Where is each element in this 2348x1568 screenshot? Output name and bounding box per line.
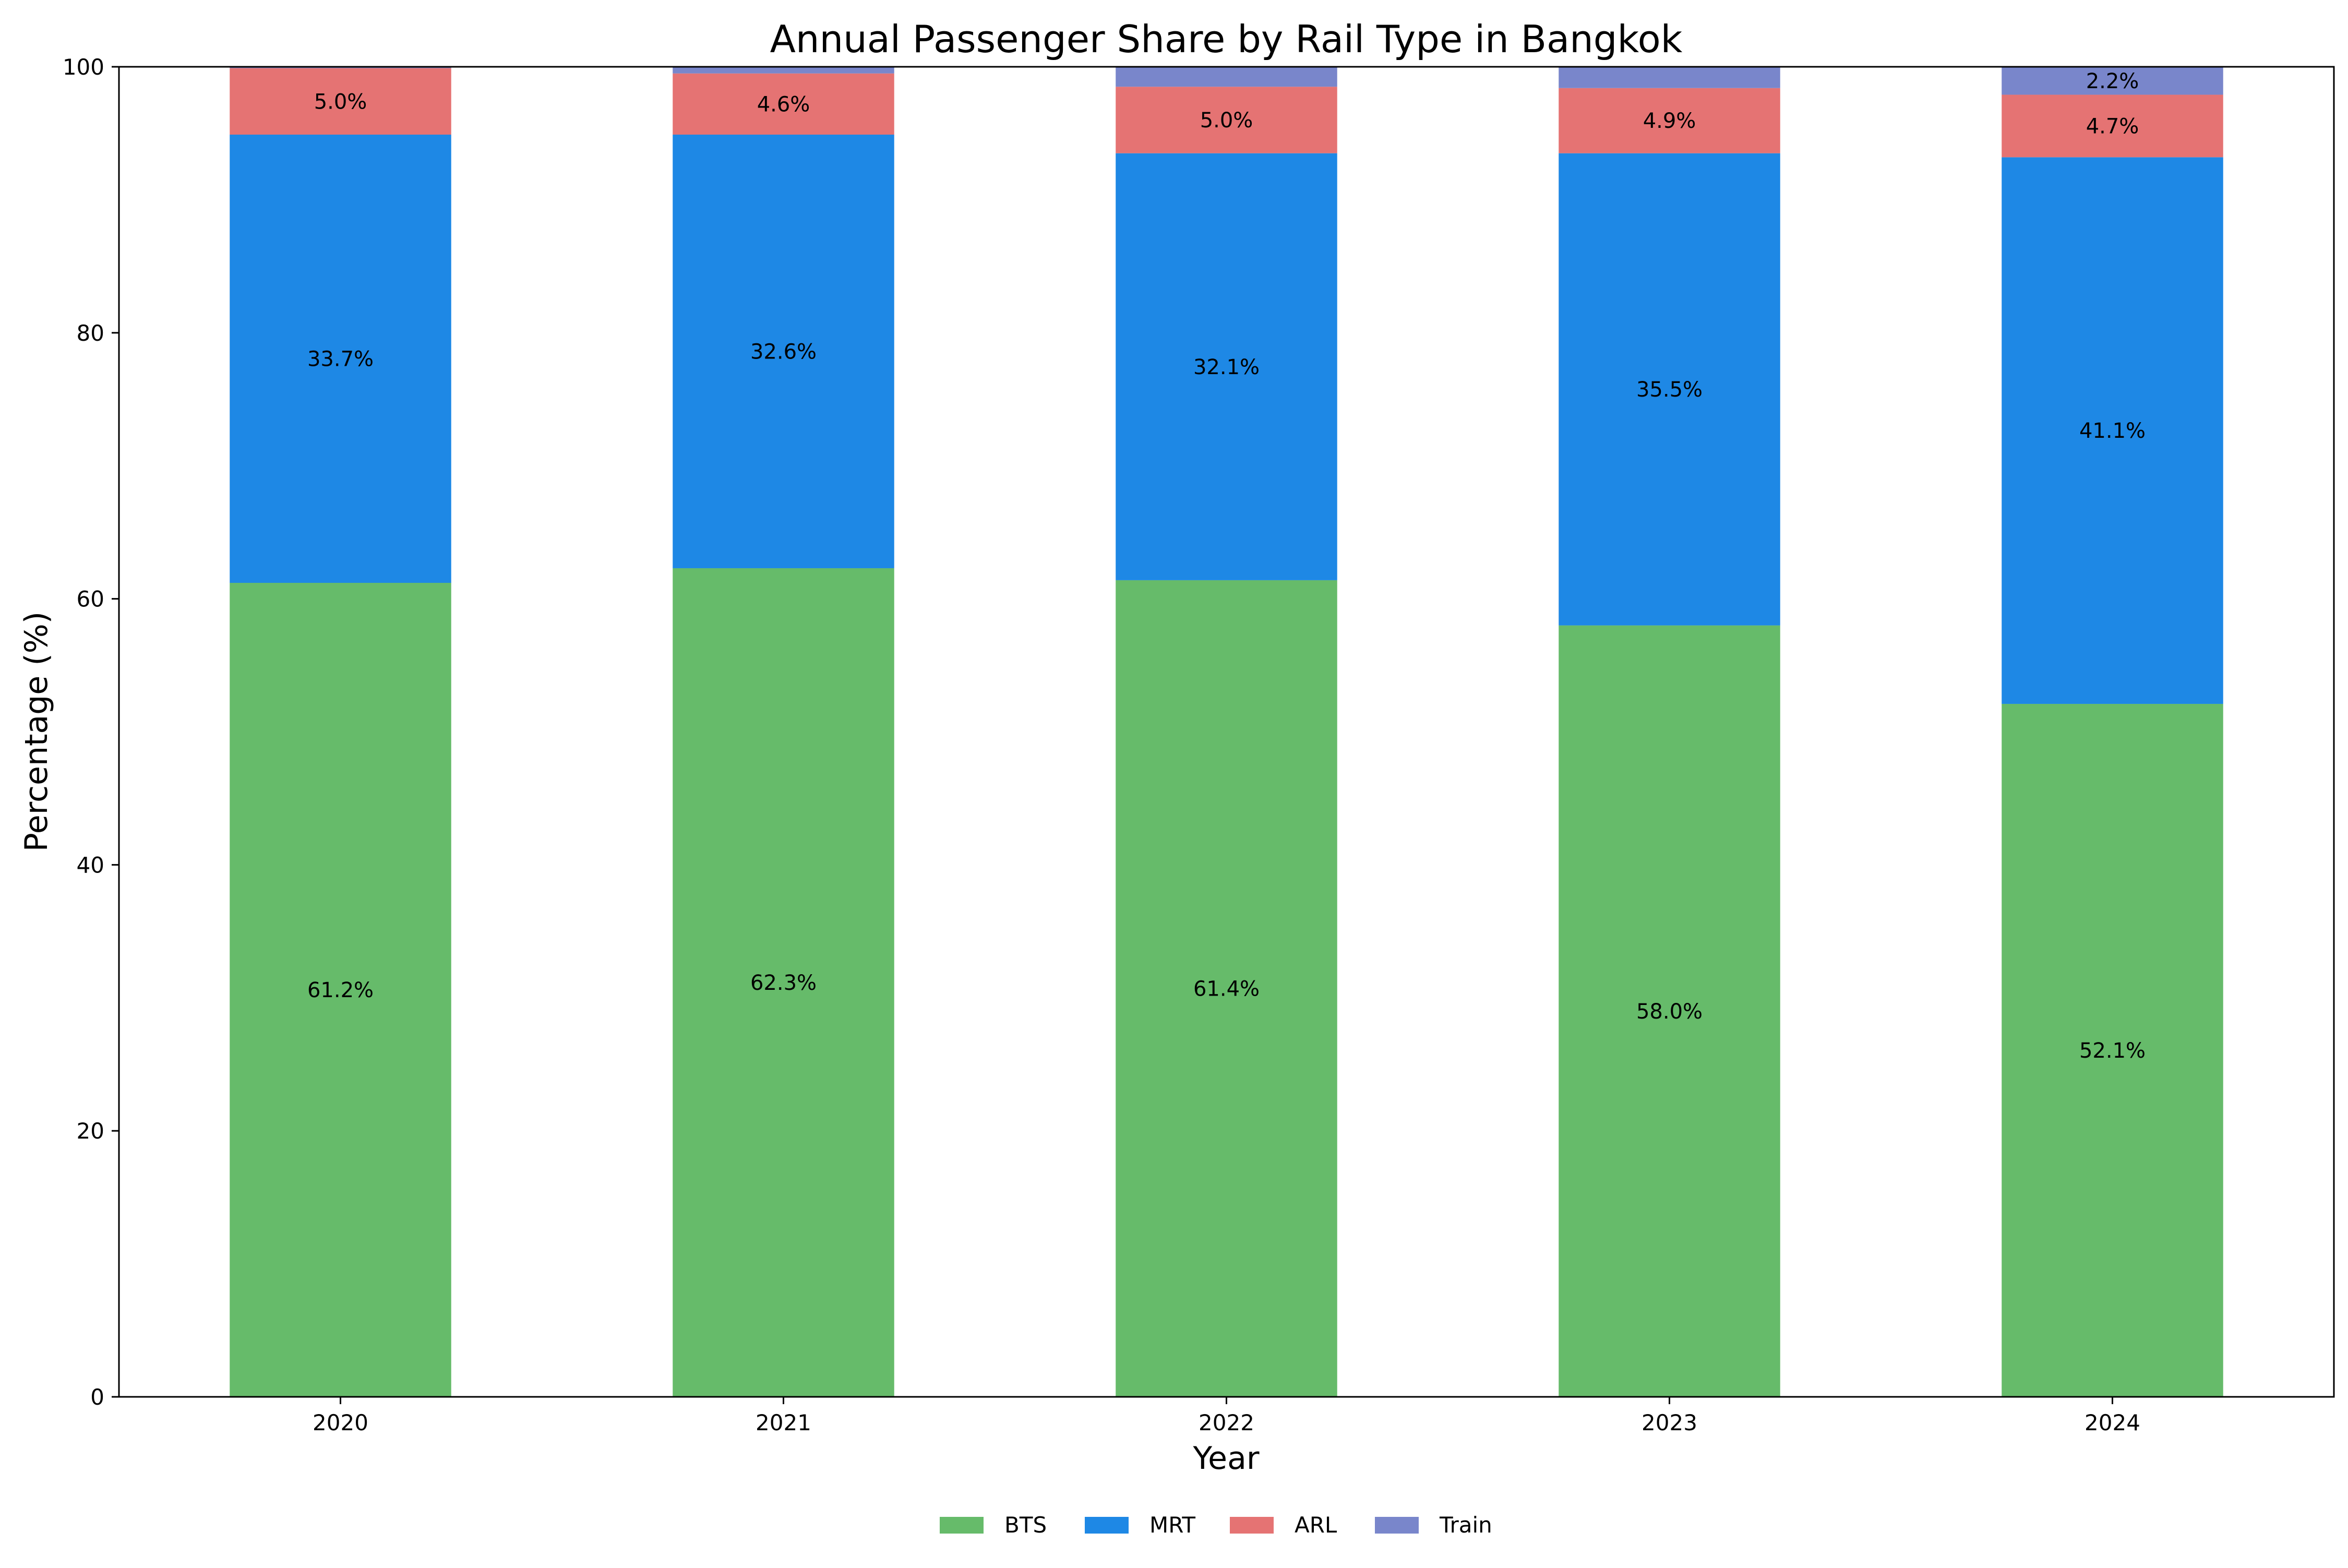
bar-segment-mrt-2021 <box>673 134 894 568</box>
y-tick-label: 60 <box>77 586 104 612</box>
legend-label-arl: ARL <box>1295 1512 1337 1538</box>
bar-segment-arl-2024 <box>2002 94 2223 158</box>
legend-item-train: Train <box>1375 1512 1492 1538</box>
y-tick-label: 80 <box>77 320 104 346</box>
bar-segment-train-2021 <box>673 67 894 74</box>
data-label-bts-2024: 52.1% <box>2079 1039 2146 1063</box>
bar-segment-arl-2023 <box>1559 88 1780 153</box>
legend-item-arl: ARL <box>1230 1512 1337 1538</box>
y-tick-label: 0 <box>90 1384 104 1410</box>
legend-label-train: Train <box>1439 1512 1492 1538</box>
bar-segment-arl-2020 <box>230 68 451 135</box>
chart-title: Annual Passenger Share by Rail Type in B… <box>770 17 1683 61</box>
legend-label-bts: BTS <box>1004 1512 1047 1538</box>
x-tick-label: 2023 <box>1642 1410 1697 1435</box>
bar-segment-mrt-2022 <box>1116 153 1337 580</box>
data-label-bts-2021: 62.3% <box>750 971 817 995</box>
legend-swatch-bts <box>940 1517 984 1534</box>
data-label-arl-2024: 4.7% <box>2086 114 2139 138</box>
x-tick-label: 2022 <box>1199 1410 1254 1435</box>
data-label-train-2024: 2.2% <box>2086 69 2139 93</box>
bars-layer <box>230 67 2223 1397</box>
legend-item-mrt: MRT <box>1085 1512 1195 1538</box>
data-label-mrt-2023: 35.5% <box>1636 378 1703 402</box>
data-label-bts-2020: 61.2% <box>307 978 374 1002</box>
bar-segment-bts-2023 <box>1559 625 1780 1397</box>
data-label-arl-2023: 4.9% <box>1643 109 1696 133</box>
data-label-bts-2022: 61.4% <box>1193 977 1260 1001</box>
bar-segment-arl-2022 <box>1116 87 1337 153</box>
bar-segment-bts-2022 <box>1116 580 1337 1397</box>
bar-segment-train-2024 <box>2002 67 2223 95</box>
x-tick-label: 2020 <box>313 1410 368 1435</box>
x-axis-label: Year <box>1192 1440 1259 1477</box>
data-label-mrt-2020: 33.7% <box>307 348 374 372</box>
axes-layer: 0 20 40 60 80 100 2020 2021 2022 2023 2024 <box>63 54 2335 1435</box>
bar-segment-mrt-2023 <box>1559 153 1780 626</box>
bar-segment-bts-2024 <box>2002 703 2223 1397</box>
y-axis-label: Percentage (%) <box>18 612 55 852</box>
bar-segment-bts-2021 <box>673 568 894 1397</box>
data-labels-layer: 61.2% 33.7% 5.0% 62.3% 32.6% 4.6% 61.4% 32.1% 5.… <box>307 69 2146 1063</box>
data-label-mrt-2024: 41.1% <box>2079 419 2146 443</box>
data-label-mrt-2022: 32.1% <box>1193 355 1260 379</box>
bar-segment-train-2023 <box>1559 67 1780 88</box>
x-tick-label: 2021 <box>756 1410 811 1435</box>
legend-swatch-train <box>1375 1517 1419 1534</box>
bar-segment-mrt-2024 <box>2002 157 2223 704</box>
data-label-bts-2023: 58.0% <box>1636 1000 1703 1024</box>
bar-segment-arl-2021 <box>673 73 894 135</box>
bar-segment-train-2022 <box>1116 67 1337 87</box>
legend-swatch-mrt <box>1085 1517 1129 1534</box>
legend-swatch-arl <box>1230 1517 1274 1534</box>
y-tick-label: 100 <box>63 54 104 80</box>
x-tick-label: 2024 <box>2085 1410 2140 1435</box>
data-label-arl-2021: 4.6% <box>757 92 810 116</box>
bar-segment-bts-2020 <box>230 583 451 1397</box>
data-label-arl-2020: 5.0% <box>314 90 367 114</box>
data-label-mrt-2021: 32.6% <box>750 340 817 364</box>
legend-label-mrt: MRT <box>1149 1512 1195 1538</box>
y-tick-label: 20 <box>77 1118 104 1144</box>
legend-item-bts: BTS <box>940 1512 1047 1538</box>
bar-segment-mrt-2020 <box>230 134 451 583</box>
y-tick-label: 40 <box>77 852 104 878</box>
legend: BTS MRT ARL Train <box>940 1512 1492 1538</box>
data-label-arl-2022: 5.0% <box>1200 109 1253 133</box>
